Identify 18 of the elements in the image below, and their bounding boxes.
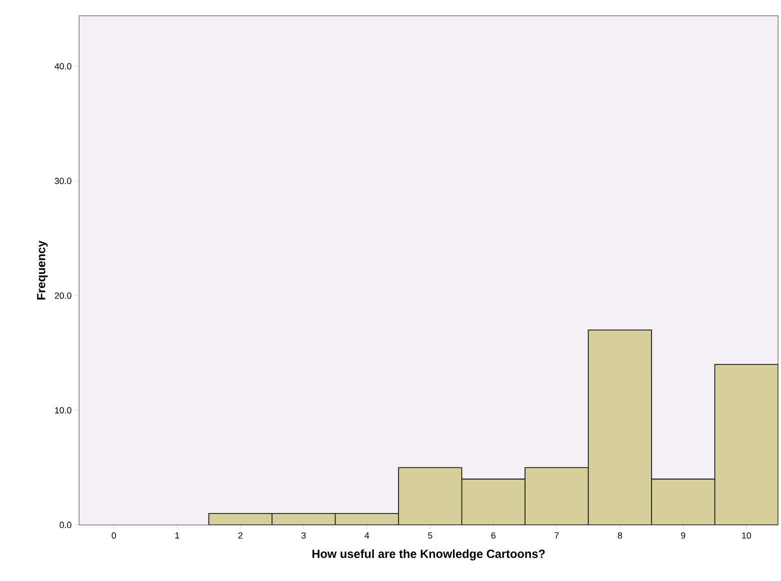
- x-axis-title: How useful are the Knowledge Cartoons?: [312, 549, 545, 560]
- x-tick-label: 0: [112, 532, 116, 539]
- x-tick-label: 7: [554, 532, 559, 538]
- x-tick-label: 5: [428, 532, 432, 538]
- y-tick-label: 20.0: [54, 292, 72, 299]
- y-tick-label: 0.0: [60, 522, 72, 528]
- x-tick-label: 8: [618, 532, 622, 539]
- y-tick-label: 40.0: [54, 62, 72, 70]
- x-tick-label: 10: [742, 532, 751, 539]
- x-tick-label: 1: [175, 532, 180, 538]
- x-tick-label: 6: [491, 532, 496, 539]
- x-tick-label: 9: [681, 532, 686, 539]
- y-tick-label: 30.0: [54, 178, 72, 184]
- x-tick-label: 3: [302, 532, 306, 539]
- y-axis-title: Frequency: [37, 240, 48, 300]
- x-tick-label: 4: [364, 532, 370, 538]
- y-tick-label: 10.0: [55, 406, 72, 414]
- x-tick-label: 2: [238, 532, 242, 538]
